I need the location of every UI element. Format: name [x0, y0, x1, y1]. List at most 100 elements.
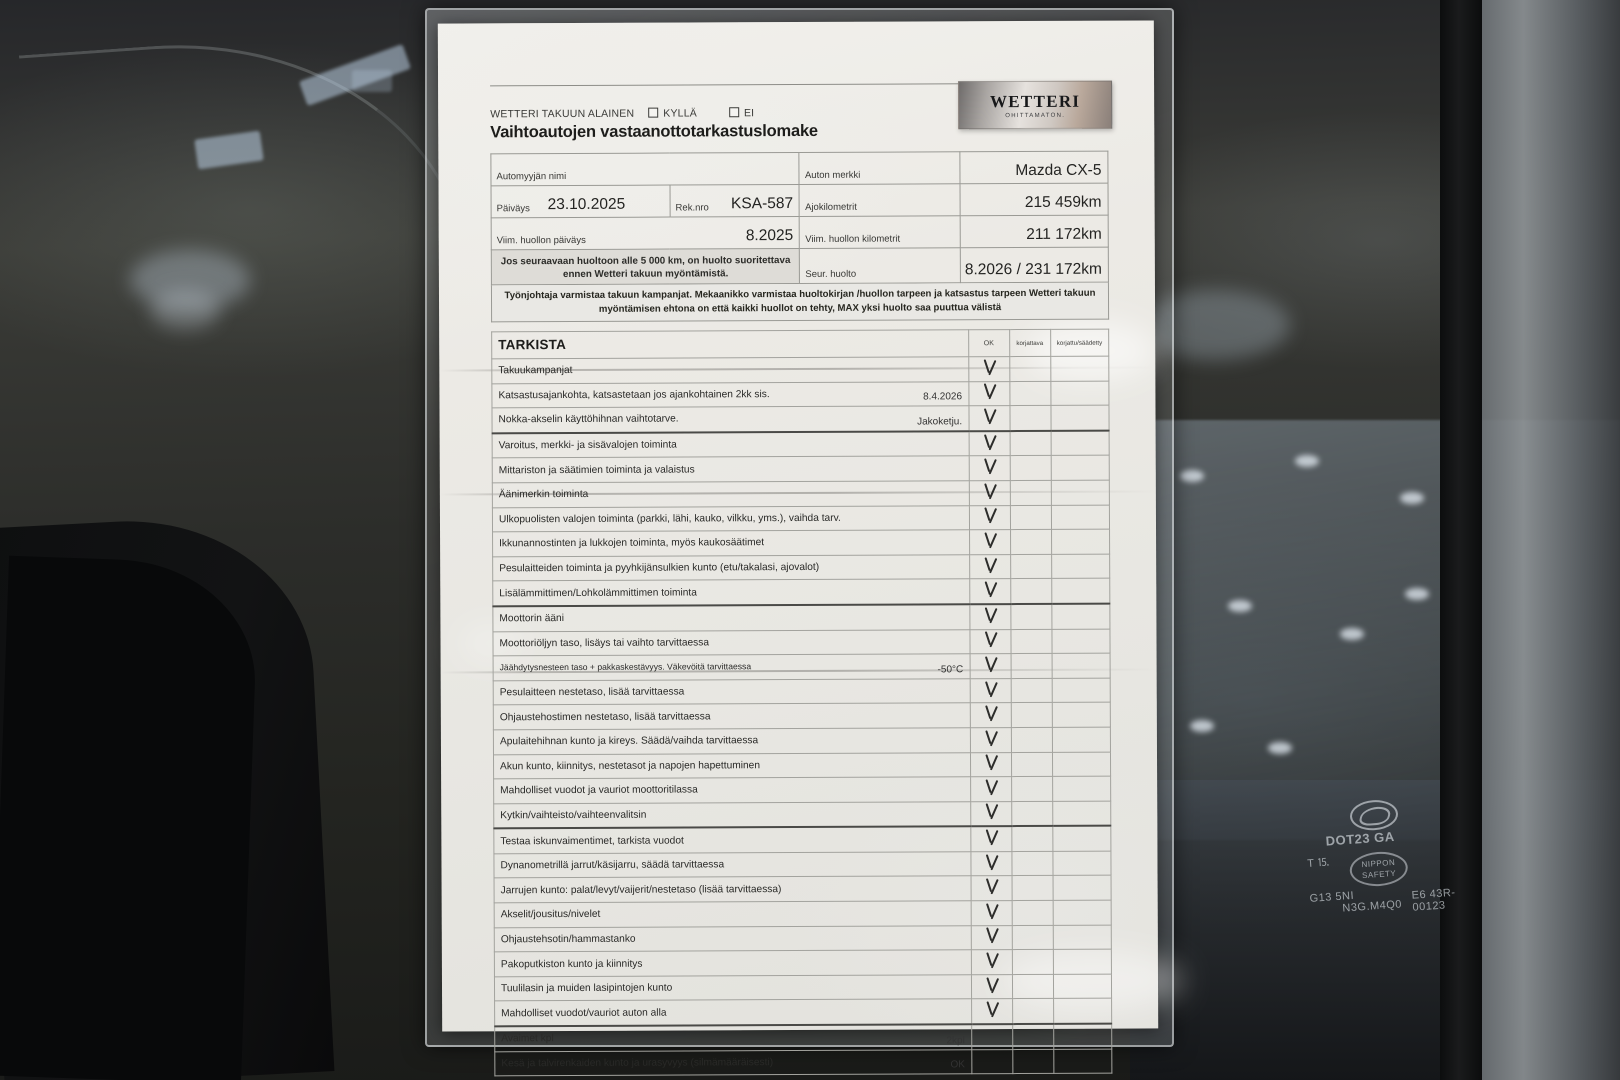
checklist-korjattu-cell[interactable]	[1052, 851, 1112, 876]
checklist-korjattu-cell[interactable]	[1051, 702, 1111, 728]
checklist-korjattu-cell[interactable]	[1050, 405, 1110, 431]
checklist-korjattu-cell[interactable]	[1050, 380, 1109, 406]
checkbox-icon[interactable]	[648, 107, 659, 118]
make-value-cell[interactable]: Mazda CX-5	[959, 151, 1109, 184]
checklist-korjattu-cell[interactable]	[1051, 553, 1110, 579]
checklist-ok-cell[interactable]	[971, 974, 1013, 1000]
checklist-korjattava-cell[interactable]	[1009, 430, 1051, 456]
reg-cell[interactable]: Rek.nro KSA-587	[669, 184, 800, 218]
checklist-ok-cell[interactable]	[970, 801, 1012, 827]
checklist-korjattu-cell[interactable]	[1051, 628, 1111, 654]
checklist-ok-cell[interactable]	[968, 430, 1010, 457]
checklist-korjattava-cell[interactable]	[1010, 653, 1052, 679]
checklist-ok-cell[interactable]	[971, 1049, 1013, 1074]
checklist-ok-cell[interactable]	[968, 405, 1010, 432]
checklist-ok-cell[interactable]	[969, 505, 1011, 530]
checklist-korjattu-cell[interactable]	[1051, 504, 1110, 530]
checklist-ok-cell[interactable]	[969, 727, 1012, 753]
checklist-korjattava-cell[interactable]	[1010, 702, 1052, 728]
last-service-km-value-cell[interactable]: 211 172km	[960, 215, 1109, 248]
checklist-ok-cell[interactable]	[969, 702, 1011, 728]
checklist-ok-cell[interactable]	[969, 578, 1011, 605]
checklist-ok-cell[interactable]	[970, 826, 1012, 852]
checklist-korjattava-cell[interactable]	[1011, 949, 1054, 975]
checkbox-icon[interactable]	[728, 107, 739, 118]
warranty-yes-option[interactable]: KYLLÄ	[648, 107, 697, 120]
checklist-korjattava-cell[interactable]	[1010, 578, 1052, 605]
checklist-korjattu-cell[interactable]	[1051, 677, 1111, 703]
checklist-korjattava-cell[interactable]	[1011, 875, 1053, 901]
checklist-korjattu-cell[interactable]	[1053, 973, 1112, 999]
checklist-korjattava-cell[interactable]	[1011, 925, 1053, 950]
odometer-value-cell[interactable]: 215 459km	[959, 183, 1109, 216]
checklist-korjattava-cell[interactable]	[1010, 628, 1052, 654]
checklist-korjattava-cell[interactable]	[1012, 998, 1054, 1025]
checklist-ok-cell[interactable]	[968, 455, 1010, 481]
checklist-korjattu-cell[interactable]	[1052, 776, 1111, 802]
checklist-korjattu-cell[interactable]	[1051, 578, 1110, 604]
checklist-ok-cell[interactable]	[969, 554, 1011, 580]
checklist-korjattu-cell[interactable]	[1050, 455, 1110, 481]
checklist-korjattava-cell[interactable]	[1012, 974, 1054, 1000]
checklist-korjattu-cell[interactable]	[1050, 480, 1110, 505]
last-service-date-cell[interactable]: Viim. huollon päiväys 8.2025	[491, 216, 800, 250]
checklist-korjattava-cell[interactable]	[1009, 455, 1051, 481]
checklist-korjattu-cell[interactable]	[1051, 653, 1111, 679]
checklist-korjattu-cell[interactable]	[1051, 727, 1111, 752]
checklist-korjattu-cell[interactable]	[1052, 949, 1112, 975]
checklist-ok-cell[interactable]	[971, 1024, 1013, 1050]
checklist-korjattu-cell[interactable]	[1052, 751, 1111, 777]
checklist-ok-cell[interactable]	[968, 480, 1011, 506]
checklist-korjattu-cell[interactable]	[1052, 875, 1112, 901]
checklist-korjattu-cell[interactable]	[1052, 924, 1112, 950]
checklist-korjattava-cell[interactable]	[1010, 603, 1052, 630]
checklist-korjattu-cell[interactable]	[1053, 1048, 1112, 1074]
checklist-korjattava-cell[interactable]	[1010, 678, 1052, 703]
checklist-korjattu-cell[interactable]	[1052, 900, 1112, 926]
checklist-korjattava-cell[interactable]	[1010, 554, 1052, 579]
next-service-value-cell[interactable]: 8.2026 / 231 172km	[960, 247, 1109, 283]
date-cell[interactable]: Päiväys 23.10.2025	[491, 185, 671, 218]
checklist-korjattava-cell[interactable]	[1011, 826, 1053, 852]
checklist-korjattava-cell[interactable]	[1010, 504, 1052, 530]
checklist-korjattu-cell[interactable]	[1051, 603, 1110, 629]
checklist-ok-cell[interactable]	[970, 900, 1012, 926]
checklist-korjattava-cell[interactable]	[1011, 801, 1053, 827]
checklist-korjattava-cell[interactable]	[1011, 776, 1053, 802]
checklist-korjattava-cell[interactable]	[1011, 900, 1053, 926]
checklist-korjattava-cell[interactable]	[1010, 727, 1053, 753]
warranty-no-option[interactable]: EI	[728, 107, 754, 119]
checklist-korjattava-cell[interactable]	[1009, 405, 1051, 431]
checklist-ok-cell[interactable]	[969, 653, 1011, 679]
checklist-korjattu-cell[interactable]	[1050, 430, 1110, 456]
seller-name-cell[interactable]: Automyyjän nimi	[490, 152, 800, 186]
checklist-korjattu-cell[interactable]	[1052, 800, 1111, 827]
table-row: Mahdolliset vuodot ja vauriot moottoriti…	[493, 776, 1111, 804]
checklist-korjattava-cell[interactable]	[1009, 480, 1052, 506]
checklist-ok-cell[interactable]	[970, 776, 1012, 802]
checklist-ok-cell[interactable]	[970, 949, 1013, 975]
checklist-korjattava-cell[interactable]	[1012, 1023, 1054, 1050]
checklist-ok-cell[interactable]	[970, 851, 1012, 877]
checklist-korjattava-cell[interactable]	[1009, 356, 1051, 382]
checklist-ok-cell[interactable]	[968, 356, 1010, 382]
checklist-korjattu-cell[interactable]	[1051, 529, 1110, 555]
checklist-korjattava-cell[interactable]	[1009, 380, 1051, 406]
checklist-korjattu-cell[interactable]	[1053, 998, 1112, 1024]
checklist-ok-cell[interactable]	[969, 604, 1011, 630]
checklist-korjattava-cell[interactable]	[1011, 751, 1053, 777]
checklist-ok-cell[interactable]	[969, 529, 1011, 555]
checklist-ok-cell[interactable]	[969, 678, 1011, 704]
checklist-korjattu-cell[interactable]	[1053, 1023, 1112, 1050]
checklist-ok-cell[interactable]	[971, 999, 1013, 1025]
checklist-ok-cell[interactable]	[970, 752, 1012, 777]
checklist-ok-cell[interactable]	[970, 876, 1012, 901]
checklist-korjattava-cell[interactable]	[1010, 529, 1052, 555]
checklist-ok-cell[interactable]	[968, 381, 1010, 406]
checklist-korjattu-cell[interactable]	[1050, 356, 1109, 381]
checklist-korjattava-cell[interactable]	[1012, 1049, 1054, 1074]
checklist-ok-cell[interactable]	[970, 925, 1012, 950]
checklist-korjattu-cell[interactable]	[1052, 825, 1111, 852]
checklist-ok-cell[interactable]	[969, 629, 1011, 654]
checklist-korjattava-cell[interactable]	[1011, 851, 1053, 877]
